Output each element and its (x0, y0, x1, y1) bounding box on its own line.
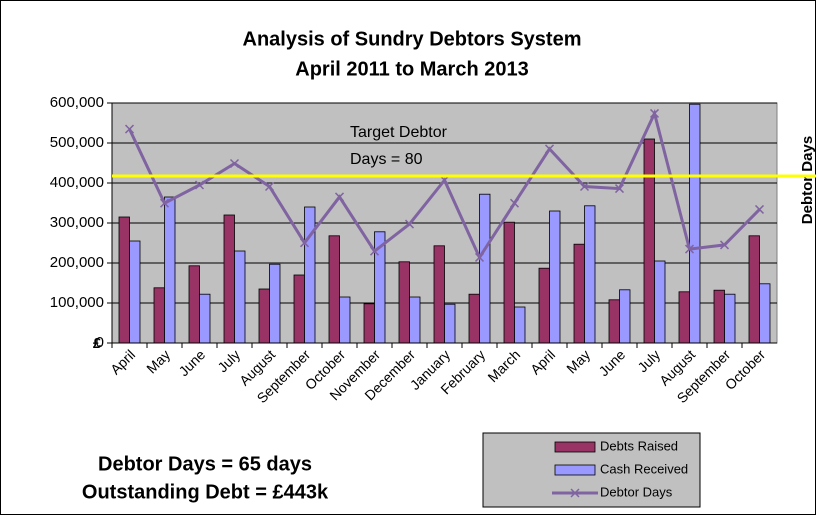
target-label: Days = 80 (350, 151, 423, 168)
bar (293, 274, 305, 344)
y-tick-label: 500,000 (50, 134, 104, 151)
y-tick-label: 0 (96, 334, 104, 351)
line-marker (754, 204, 765, 214)
bar (223, 214, 235, 344)
chart-title: Analysis of Sundry Debtors System (243, 28, 582, 50)
chart-subtitle: April 2011 to March 2013 (295, 58, 528, 80)
annotation: Debtor Days = 65 days (98, 453, 312, 475)
bar (339, 296, 351, 344)
bar (538, 267, 550, 344)
bar (433, 245, 445, 344)
bar (643, 138, 655, 344)
line-marker (229, 158, 240, 169)
bar (724, 293, 736, 344)
bar (118, 216, 130, 344)
line-marker (719, 240, 730, 250)
legend-label: Cash Received (600, 461, 688, 476)
bar (129, 240, 141, 344)
line-marker (369, 246, 380, 256)
bar (514, 306, 526, 344)
y-tick-label: 600,000 (50, 94, 104, 111)
bar (619, 289, 631, 344)
annotation: Outstanding Debt = £443k (82, 481, 329, 503)
line-marker (159, 198, 170, 208)
bar (258, 288, 270, 344)
bar (654, 260, 666, 344)
bar (304, 206, 316, 344)
legend-swatch (554, 464, 596, 476)
y-tick-label: 100,000 (50, 294, 104, 311)
bar (409, 296, 421, 344)
bar (328, 235, 340, 344)
bar (479, 193, 491, 344)
y2-axis-label: Debtor Days (799, 136, 816, 224)
line-marker (649, 108, 660, 118)
bar (573, 243, 585, 344)
bar (713, 289, 725, 344)
line-marker (474, 252, 485, 262)
legend-swatch (554, 441, 596, 453)
line-marker (509, 198, 520, 208)
bar (689, 103, 701, 344)
bar (164, 196, 176, 344)
line-marker (334, 192, 345, 202)
y-tick-label: 200,000 (50, 254, 104, 271)
line-marker (124, 124, 135, 134)
bar (584, 205, 596, 344)
line-marker (684, 244, 695, 254)
bar (678, 291, 690, 344)
line-marker (194, 180, 205, 190)
target-label: Target Debtor (350, 124, 448, 141)
bar (608, 299, 620, 344)
bar (363, 303, 375, 344)
bar (269, 263, 281, 344)
line-marker (614, 184, 625, 194)
y-tick-label: 300,000 (50, 214, 104, 231)
legend-label: Debts Raised (600, 438, 678, 453)
line-marker (404, 219, 415, 229)
y-axis-label: £ (93, 335, 102, 352)
line-marker (579, 181, 590, 192)
bar (188, 265, 200, 344)
legend-swatch (570, 488, 580, 498)
line-marker (439, 175, 450, 185)
bar (549, 210, 561, 344)
line-marker (299, 238, 310, 248)
legend-label: Debtor Days (600, 484, 673, 499)
bar (503, 221, 515, 344)
bar (759, 283, 771, 344)
bar (234, 250, 246, 344)
bar (468, 293, 480, 344)
line-marker (544, 144, 555, 154)
bar (199, 293, 211, 344)
bar (444, 303, 456, 344)
y-tick-label: 400,000 (50, 174, 104, 191)
bar (748, 235, 760, 344)
bar (153, 287, 165, 344)
bar (398, 261, 410, 344)
line-marker (264, 181, 275, 192)
